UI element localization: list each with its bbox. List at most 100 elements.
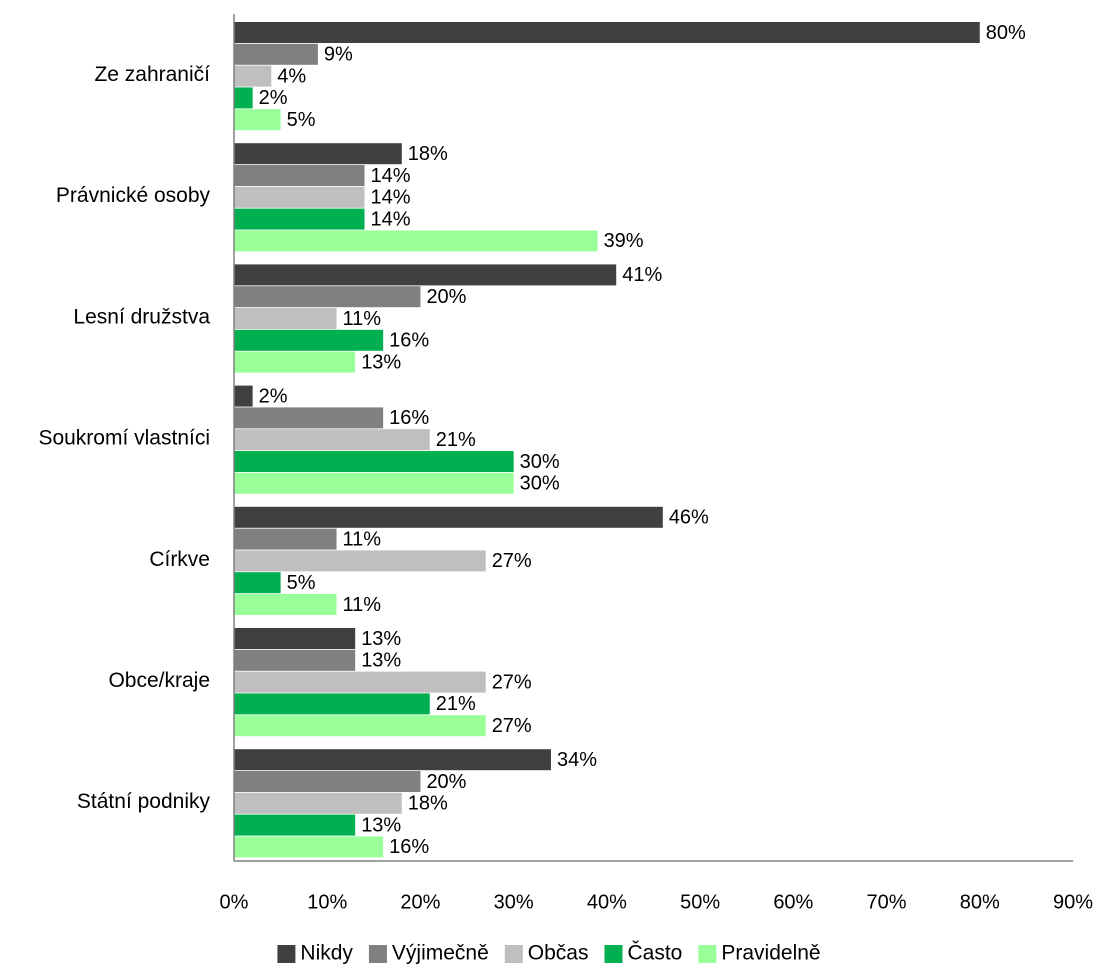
data-label-2-1: 20% bbox=[426, 286, 466, 308]
bar-6-0 bbox=[234, 749, 551, 771]
bar-1-4 bbox=[234, 230, 598, 252]
bar-3-3 bbox=[234, 451, 514, 472]
data-label-2-3: 16% bbox=[389, 330, 429, 352]
bar-5-1 bbox=[234, 649, 356, 671]
x-tick-label-6: 60% bbox=[773, 891, 813, 913]
data-label-0-1: 9% bbox=[324, 44, 353, 66]
data-label-1-3: 14% bbox=[371, 208, 411, 230]
bar-0-2 bbox=[234, 65, 272, 87]
legend: Nikdy Výjimečně Občas Často Pravidelně bbox=[277, 942, 821, 965]
category-label-4: Církve bbox=[149, 548, 210, 571]
data-label-6-0: 34% bbox=[557, 749, 597, 771]
data-label-2-0: 41% bbox=[622, 264, 662, 286]
legend-swatch-3 bbox=[604, 945, 623, 963]
bars bbox=[234, 22, 980, 858]
data-label-6-4: 16% bbox=[389, 836, 429, 858]
x-tick-label-1: 10% bbox=[307, 891, 347, 913]
bar-6-3 bbox=[234, 814, 356, 836]
category-label-2: Lesní družstva bbox=[73, 305, 210, 328]
data-label-3-2: 21% bbox=[436, 429, 476, 451]
data-label-0-4: 5% bbox=[287, 109, 316, 131]
legend-swatch-4 bbox=[698, 945, 717, 963]
bar-2-3 bbox=[234, 329, 384, 351]
x-tick-label-4: 40% bbox=[587, 891, 627, 913]
bar-3-0 bbox=[234, 385, 253, 407]
data-label-0-2: 4% bbox=[277, 65, 306, 87]
category-labels: Ze zahraničí Právnické osoby Lesní družstv… bbox=[38, 63, 210, 813]
legend-label-3: Často bbox=[628, 942, 683, 965]
legend-label-1: Výjimečně bbox=[392, 942, 489, 965]
data-label-3-3: 30% bbox=[520, 451, 560, 473]
legend-label-2: Občas bbox=[528, 942, 589, 965]
legend-swatch-2 bbox=[504, 945, 523, 963]
x-tick-label-5: 50% bbox=[680, 891, 720, 913]
bar-3-4 bbox=[234, 472, 514, 494]
legend-label-4: Pravidelně bbox=[721, 942, 820, 965]
category-label-3: Soukromí vlastníci bbox=[38, 427, 210, 450]
bar-0-1 bbox=[234, 43, 318, 65]
category-label-0: Ze zahraničí bbox=[94, 63, 210, 86]
data-label-0-0: 80% bbox=[986, 22, 1026, 44]
data-label-6-2: 18% bbox=[408, 793, 448, 815]
x-tick-label-7: 70% bbox=[867, 891, 907, 913]
bar-1-1 bbox=[234, 165, 365, 186]
bar-2-0 bbox=[234, 264, 617, 286]
data-label-5-1: 13% bbox=[361, 650, 401, 672]
data-label-6-3: 13% bbox=[361, 814, 401, 836]
bar-3-2 bbox=[234, 429, 430, 451]
data-label-4-2: 27% bbox=[492, 550, 532, 572]
bar-0-3 bbox=[234, 87, 253, 109]
x-tick-label-8: 80% bbox=[960, 891, 1000, 913]
data-label-1-1: 14% bbox=[371, 165, 411, 187]
data-label-2-2: 11% bbox=[343, 308, 382, 330]
bar-2-2 bbox=[234, 308, 337, 329]
x-tick-label-0: 0% bbox=[220, 891, 249, 913]
data-label-1-2: 14% bbox=[371, 187, 411, 209]
data-label-5-3: 21% bbox=[436, 693, 476, 715]
bar-3-1 bbox=[234, 407, 384, 429]
bar-6-2 bbox=[234, 792, 402, 814]
data-label-5-0: 13% bbox=[361, 628, 401, 650]
bar-5-4 bbox=[234, 715, 486, 737]
data-label-4-4: 11% bbox=[343, 594, 382, 616]
data-label-3-4: 30% bbox=[520, 473, 560, 495]
bar-4-2 bbox=[234, 550, 486, 572]
bar-4-3 bbox=[234, 572, 281, 594]
bar-1-0 bbox=[234, 143, 402, 165]
category-label-6: Státní podniky bbox=[77, 790, 211, 813]
bar-5-0 bbox=[234, 628, 356, 649]
x-tick-label-3: 30% bbox=[494, 891, 534, 913]
bar-5-3 bbox=[234, 693, 430, 715]
data-labels: 80%9%4%2%5%18%14%14%14%39%41%20%11%16%13… bbox=[259, 22, 1026, 858]
data-label-4-1: 11% bbox=[343, 528, 382, 550]
data-label-1-0: 18% bbox=[408, 143, 448, 165]
bar-1-3 bbox=[234, 208, 365, 230]
data-label-2-4: 13% bbox=[361, 351, 401, 373]
category-label-5: Obce/kraje bbox=[108, 669, 210, 692]
legend-swatch-1 bbox=[368, 945, 387, 963]
bar-0-0 bbox=[234, 22, 980, 43]
x-tick-label-2: 20% bbox=[400, 891, 440, 913]
legend-swatch-0 bbox=[277, 945, 296, 963]
x-axis-ticks: 0% 10% 20% 30% 40% 50% 60% 70% 80% 90% bbox=[220, 891, 1094, 913]
bar-4-4 bbox=[234, 594, 337, 615]
legend-label-0: Nikdy bbox=[300, 942, 353, 965]
data-label-4-3: 5% bbox=[287, 572, 316, 594]
bar-1-2 bbox=[234, 186, 365, 208]
data-label-3-0: 2% bbox=[259, 385, 288, 407]
data-label-3-1: 16% bbox=[389, 407, 429, 429]
data-label-4-0: 46% bbox=[669, 507, 709, 529]
data-label-0-3: 2% bbox=[259, 87, 288, 109]
bar-2-4 bbox=[234, 351, 356, 373]
bar-0-4 bbox=[234, 109, 281, 131]
data-label-6-1: 20% bbox=[426, 771, 466, 793]
x-tick-label-9: 90% bbox=[1053, 891, 1093, 913]
bar-6-4 bbox=[234, 836, 384, 858]
data-label-5-2: 27% bbox=[492, 671, 532, 693]
bar-4-1 bbox=[234, 528, 337, 550]
data-label-1-4: 39% bbox=[604, 230, 644, 252]
bar-5-2 bbox=[234, 671, 486, 693]
bar-4-0 bbox=[234, 506, 663, 528]
category-label-1: Právnické osoby bbox=[56, 184, 211, 207]
